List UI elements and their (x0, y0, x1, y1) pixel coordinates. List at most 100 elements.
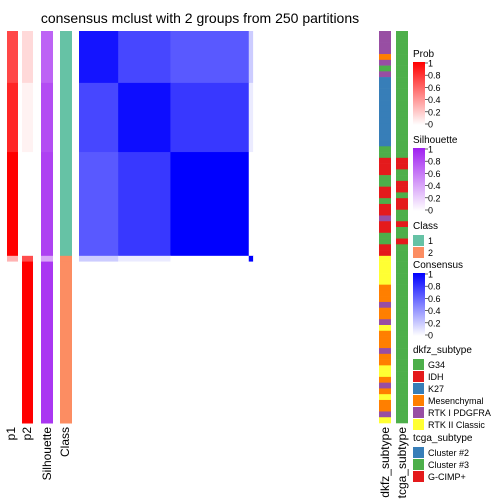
dkfz-subtype-cell (379, 227, 391, 234)
consensus-cell-block (170, 261, 250, 424)
class-legend-title: Class (413, 221, 438, 232)
p1-annotation-cell (7, 82, 18, 153)
dkfz-subtype-cell (379, 336, 391, 343)
dkfz-subtype-cell (379, 203, 391, 211)
dkfz-subtype-cell (379, 65, 391, 72)
tcga-subtype-cell (396, 365, 408, 372)
silhouette-legend-tick-label: 0.8 (428, 157, 441, 167)
consensus-cell-block (79, 152, 119, 257)
class-annotation-cell (60, 82, 72, 153)
silhouette-annotation-cell (41, 261, 53, 424)
dkfz-legend-label: Mesenchymal (428, 396, 484, 406)
prob-legend-colorbar (413, 62, 425, 125)
silhouette-annotation-cell (41, 152, 53, 257)
dkfz-subtype-cell (379, 365, 391, 372)
tcga-legend-swatch (413, 459, 424, 470)
dkfz-subtype-cell (379, 405, 391, 412)
silhouette-legend-tick-label: 0 (428, 206, 433, 216)
annotation-label-class: Class (58, 427, 72, 457)
consensus-cell-block (170, 152, 250, 257)
annotation-label-dkfz-subtype: dkfz_subtype (378, 427, 392, 498)
dkfz-legend-title: dkfz_subtype (413, 345, 472, 356)
annotation-label-p1: p1 (4, 427, 18, 441)
tcga-subtype-cell (396, 157, 408, 164)
consensus-cell-block (253, 31, 376, 84)
tcga-subtype-cell (396, 330, 408, 337)
dkfz-subtype-cell (379, 94, 391, 101)
dkfz-subtype-cell (379, 117, 391, 124)
consensus-cell-block (118, 82, 171, 153)
dkfz-subtype-cell (379, 215, 391, 222)
tcga-subtype-cell (396, 77, 408, 84)
silhouette-legend-tick-label: 1 (428, 145, 433, 155)
p2-annotation-cell (22, 152, 33, 257)
consensus-cell-block (170, 82, 250, 153)
class-annotation-cell (60, 255, 72, 263)
tcga-subtype-cell (396, 267, 408, 274)
p1-annotation-cell (7, 152, 18, 257)
tcga-subtype-cell (396, 71, 408, 78)
tcga-subtype-cell (396, 209, 408, 216)
dkfz-legend-label: RTK II Classic (428, 420, 485, 430)
dkfz-subtype-cell (379, 198, 391, 205)
dkfz-subtype-cell (379, 48, 391, 55)
tcga-subtype-cell (396, 42, 408, 49)
tcga-subtype-cell (396, 59, 408, 66)
consensus-cell-block (248, 152, 254, 257)
dkfz-legend-swatch (413, 419, 424, 430)
consensus-legend-tick-label: 0 (428, 331, 433, 341)
tcga-subtype-cell (396, 36, 408, 43)
class-annotation-cell (60, 31, 72, 84)
annotation-label-silhouette: Silhouette (40, 427, 54, 481)
consensus-cell-block (253, 261, 376, 424)
dkfz-subtype-cell (379, 82, 391, 89)
consensus-cell-block (253, 255, 376, 263)
dkfz-subtype-cell (379, 157, 391, 164)
tcga-subtype-cell (396, 146, 408, 153)
dkfz-subtype-cell (379, 123, 391, 130)
tcga-subtype-cell (396, 111, 408, 118)
dkfz-subtype-cell (379, 42, 391, 49)
tcga-subtype-cell (396, 123, 408, 130)
dkfz-subtype-cell (379, 232, 391, 239)
dkfz-subtype-cell (379, 284, 391, 291)
tcga-subtype-cell (396, 273, 408, 280)
dkfz-subtype-cell (379, 411, 391, 418)
p2-annotation-cell (22, 82, 33, 153)
tcga-subtype-cell (396, 186, 408, 193)
dkfz-subtype-cell (379, 59, 391, 66)
class-legend-label: 2 (428, 248, 433, 258)
tcga-legend-label: Cluster #3 (428, 460, 469, 470)
tcga-subtype-cell (396, 215, 408, 222)
dkfz-subtype-cell (379, 209, 391, 216)
dkfz-subtype-cell (379, 342, 391, 349)
silhouette-legend-tick-label: 0.2 (428, 193, 441, 203)
p2-annotation-cell (22, 31, 33, 84)
tcga-subtype-cell (396, 163, 408, 170)
tcga-subtype-cell (396, 353, 408, 360)
tcga-subtype-cell (396, 169, 408, 176)
consensus-cell-block (118, 31, 171, 84)
consensus-cell-block (118, 255, 171, 263)
dkfz-legend-label: G34 (428, 360, 445, 370)
tcga-subtype-cell (396, 313, 408, 320)
tcga-subtype-cell (396, 405, 408, 412)
tcga-subtype-cell (396, 301, 408, 309)
tcga-subtype-cell (396, 388, 408, 395)
dkfz-subtype-cell (379, 261, 391, 268)
silhouette-annotation-cell (41, 82, 53, 153)
dkfz-subtype-cell (379, 105, 391, 113)
dkfz-subtype-cell (379, 134, 391, 141)
consensus-cell-block (170, 31, 250, 84)
tcga-subtype-cell (396, 261, 408, 268)
dkfz-subtype-cell (379, 313, 391, 320)
tcga-subtype-cell (396, 31, 408, 38)
tcga-subtype-cell (396, 250, 408, 257)
dkfz-legend-swatch (413, 407, 424, 418)
tcga-subtype-cell (396, 152, 408, 159)
class-legend-swatch (413, 247, 424, 258)
consensus-cell-block (248, 82, 254, 153)
dkfz-subtype-cell (379, 31, 391, 38)
tcga-subtype-cell (396, 325, 408, 332)
tcga-subtype-cell (396, 348, 408, 355)
